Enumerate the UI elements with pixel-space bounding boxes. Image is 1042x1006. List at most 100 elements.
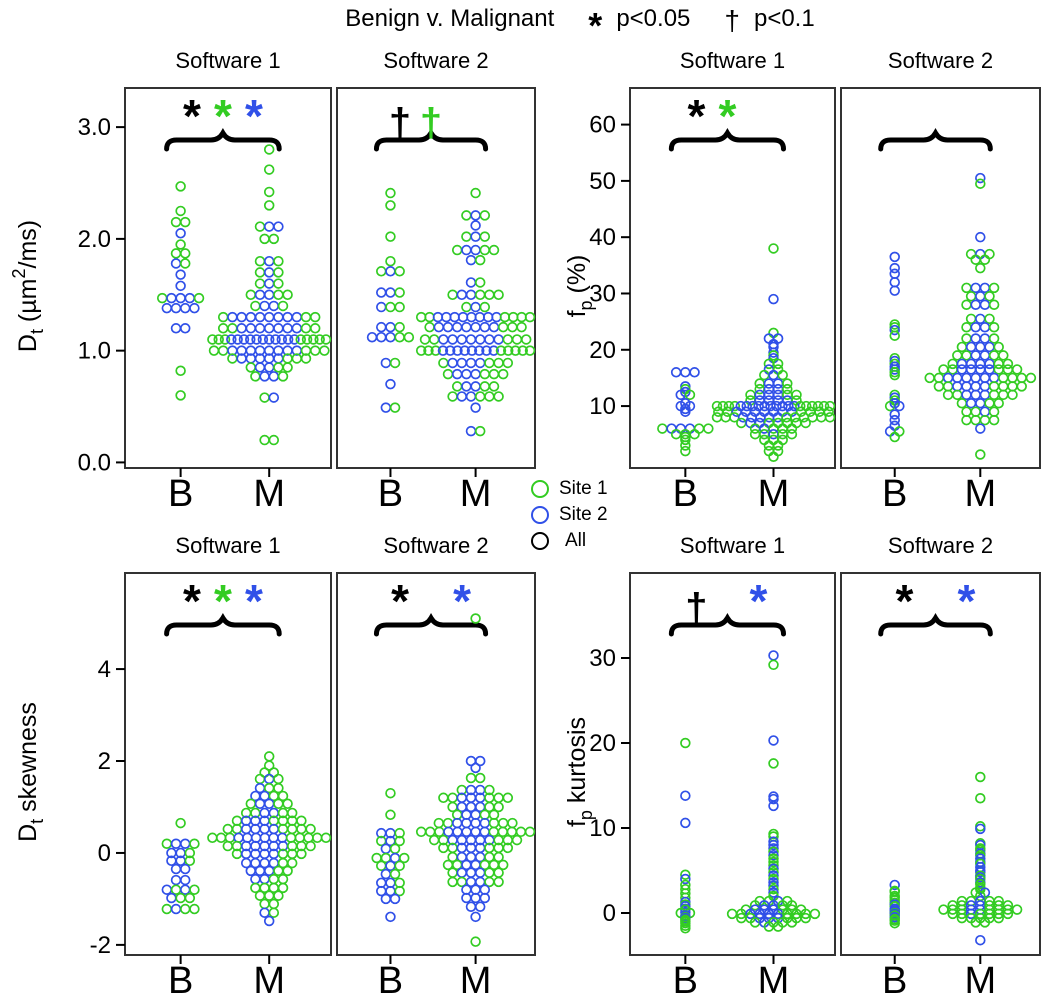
data-point-site1 bbox=[680, 434, 691, 446]
legend-item-site2: Site 2 bbox=[531, 503, 608, 525]
data-point-site1 bbox=[768, 846, 779, 858]
asterisk-significance-label: p<0.05 bbox=[616, 5, 691, 32]
data-point-site1 bbox=[389, 868, 401, 880]
data-point-site2 bbox=[975, 423, 986, 434]
group-label-B: B bbox=[168, 473, 193, 515]
data-point-site1 bbox=[768, 853, 779, 864]
data-point-site2 bbox=[466, 345, 478, 356]
data-point-site2 bbox=[276, 334, 288, 345]
panel-kurt-sw1: Software 1 0 10 20 30 fp kurtosis B M † * bbox=[563, 533, 836, 1002]
data-point-site1 bbox=[768, 659, 779, 671]
data-point-site1 bbox=[175, 205, 186, 217]
y-tick-label: 30 bbox=[589, 645, 616, 672]
y-tick-label: 10 bbox=[589, 393, 616, 420]
data-point-site1 bbox=[786, 900, 798, 911]
y-tick-label: 2.0 bbox=[78, 226, 111, 253]
data-point-site1 bbox=[984, 291, 995, 302]
dagger-marker-all: † bbox=[389, 101, 411, 145]
y-tick-label: 20 bbox=[589, 730, 616, 757]
data-point-site1 bbox=[975, 262, 986, 274]
data-point-site2 bbox=[175, 269, 186, 280]
legend-label-site2: Site 2 bbox=[559, 503, 608, 525]
data-point-site2 bbox=[289, 334, 300, 345]
data-point-site2 bbox=[270, 334, 281, 345]
asterisk-marker-site2: * bbox=[245, 575, 263, 627]
dagger-significance-label: p<0.1 bbox=[753, 5, 815, 32]
y-tick-label: 10 bbox=[589, 815, 616, 842]
data-point-site1 bbox=[786, 423, 798, 434]
data-point-site1 bbox=[524, 345, 536, 356]
y-tick-label: -2 bbox=[90, 932, 111, 959]
data-point-site1 bbox=[520, 334, 532, 345]
data-point-site2 bbox=[889, 414, 900, 426]
panel-frame bbox=[124, 87, 332, 469]
data-point-site2 bbox=[975, 231, 986, 243]
data-point-site1 bbox=[296, 848, 307, 860]
data-point-site2 bbox=[747, 400, 758, 412]
data-point-site2 bbox=[975, 172, 986, 184]
data-point-site1 bbox=[511, 834, 523, 846]
data-point-site1 bbox=[517, 345, 528, 356]
data-point-site1 bbox=[308, 334, 319, 345]
data-point-site2 bbox=[768, 839, 779, 851]
site-legend: Site 1 Site 2 All bbox=[531, 478, 608, 551]
data-point-site1 bbox=[213, 334, 224, 345]
data-point-site2 bbox=[759, 400, 770, 412]
data-point-site1 bbox=[729, 400, 741, 412]
data-point-site1 bbox=[385, 255, 396, 267]
panel-title: Software 1 bbox=[175, 48, 280, 73]
data-point-site1 bbox=[184, 847, 196, 859]
data-point-site2 bbox=[768, 843, 779, 854]
data-point-site2 bbox=[282, 334, 294, 345]
data-point-site1 bbox=[502, 842, 514, 854]
data-point-site2 bbox=[680, 817, 691, 829]
data-point-site2 bbox=[889, 251, 900, 263]
data-point-site1 bbox=[394, 266, 405, 277]
data-point-site1 bbox=[497, 368, 509, 380]
data-point-site1 bbox=[385, 200, 396, 211]
data-point-site1 bbox=[680, 923, 691, 934]
data-point-site1 bbox=[189, 884, 200, 895]
data-point-site1 bbox=[889, 431, 900, 443]
comparison-brace bbox=[668, 127, 786, 152]
site1-circle-icon bbox=[531, 479, 549, 498]
data-point-site1 bbox=[394, 885, 405, 897]
data-point-site1 bbox=[394, 301, 405, 313]
data-point-site1 bbox=[268, 907, 280, 918]
y-tick-label: 0 bbox=[98, 840, 111, 867]
data-point-site2 bbox=[789, 400, 800, 412]
asterisk-marker-all: * bbox=[183, 90, 201, 142]
data-point-site2 bbox=[768, 800, 779, 812]
data-point-site2 bbox=[975, 934, 986, 946]
data-point-site1 bbox=[1016, 381, 1027, 392]
data-point-site1 bbox=[263, 144, 275, 155]
data-point-site1 bbox=[273, 890, 284, 901]
data-point-site1 bbox=[286, 857, 298, 869]
y-tick-label: 20 bbox=[589, 337, 616, 364]
data-point-site1 bbox=[319, 345, 330, 356]
data-point-site1 bbox=[823, 406, 834, 417]
group-label-B: B bbox=[378, 960, 403, 1002]
data-point-site2 bbox=[768, 735, 779, 746]
panel-fp-sw1: Software 1 10 20 30 40 50 60 fp (%) B M * * bbox=[563, 48, 836, 515]
data-point-site1 bbox=[273, 782, 284, 794]
data-point-site1 bbox=[305, 840, 316, 852]
y-tick-label: 50 bbox=[589, 168, 616, 195]
group-label-M: M bbox=[253, 960, 285, 1002]
data-point-site1 bbox=[403, 331, 415, 343]
comparison-brace bbox=[668, 612, 786, 637]
data-point-site1 bbox=[423, 345, 434, 356]
data-point-site2 bbox=[452, 345, 463, 356]
data-point-site1 bbox=[309, 311, 321, 323]
y-tick-label: 60 bbox=[589, 112, 616, 139]
data-point-site1 bbox=[175, 239, 186, 250]
data-point-site1 bbox=[772, 440, 784, 451]
data-point-site1 bbox=[772, 921, 784, 932]
data-point-site1 bbox=[175, 365, 186, 377]
all-circle-icon bbox=[531, 531, 549, 550]
data-point-site1 bbox=[889, 369, 900, 381]
y-tick-label: 0.0 bbox=[78, 449, 111, 476]
data-point-site2 bbox=[470, 911, 481, 923]
data-point-site1 bbox=[680, 869, 691, 881]
